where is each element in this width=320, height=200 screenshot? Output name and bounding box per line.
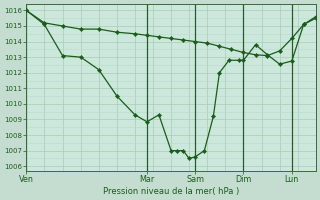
X-axis label: Pression niveau de la mer( hPa ): Pression niveau de la mer( hPa ) (103, 187, 239, 196)
